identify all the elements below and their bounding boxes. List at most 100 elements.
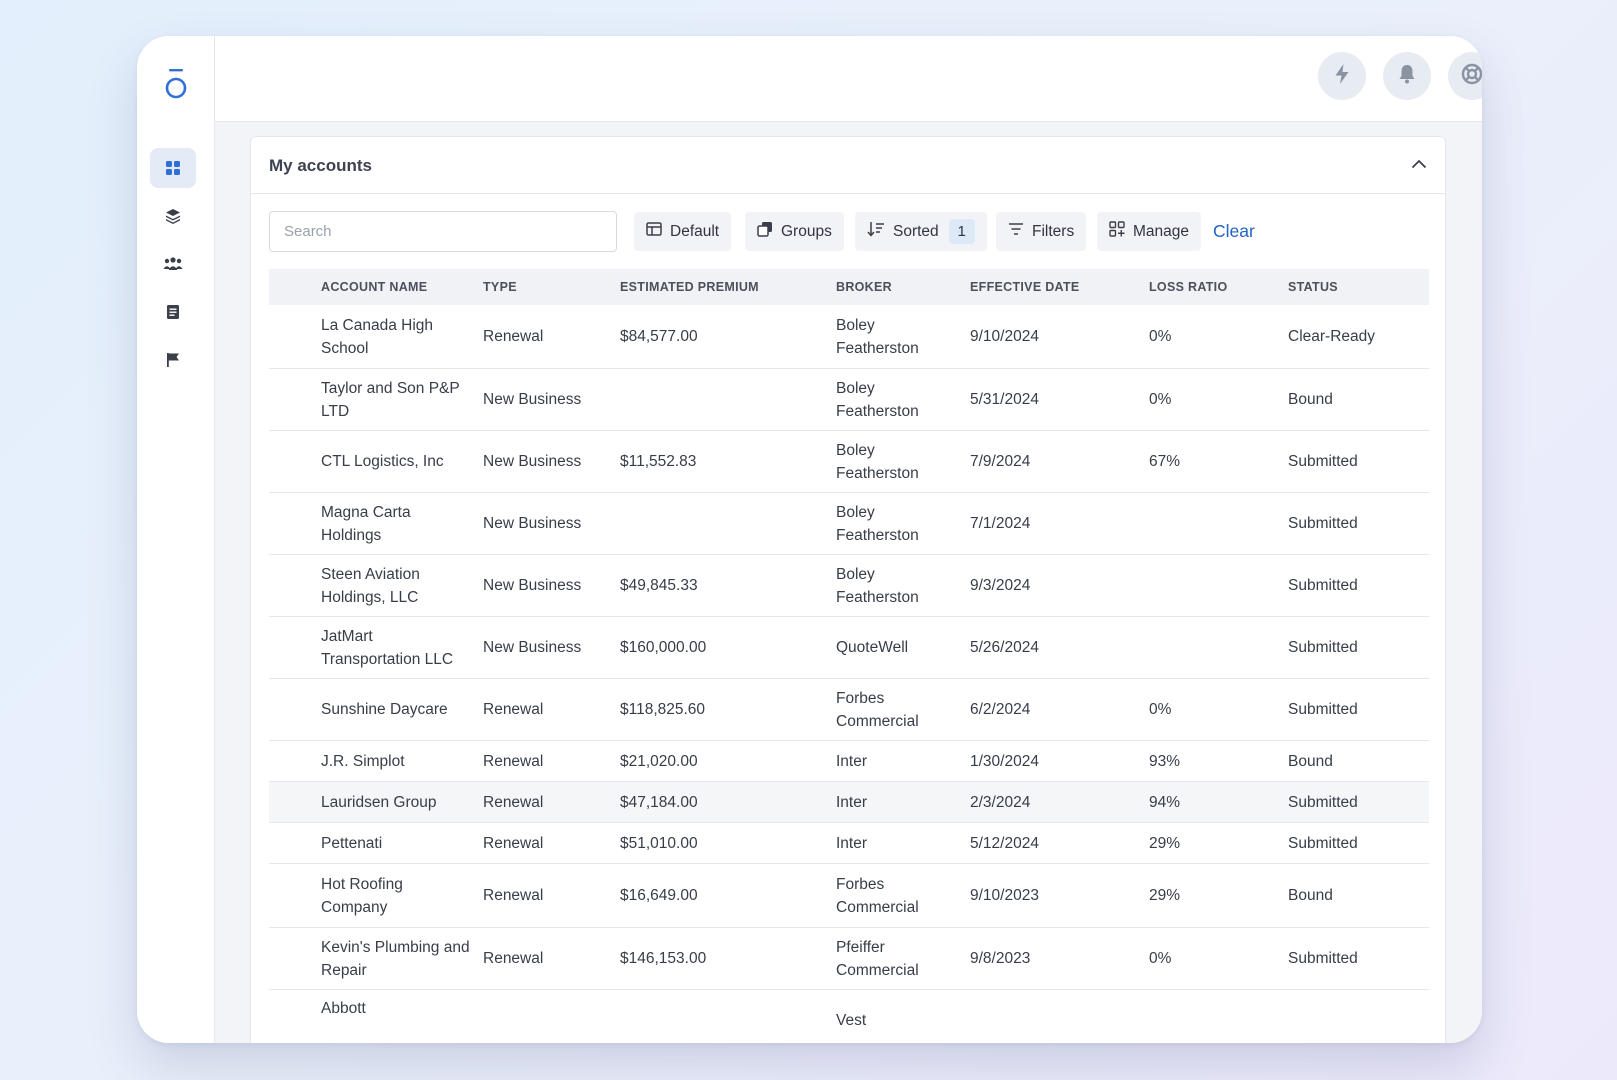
table-row[interactable]: Sunshine Daycare Renewal $118,825.60 For… bbox=[269, 679, 1429, 741]
cell-status: Clear-Ready bbox=[1288, 328, 1376, 345]
cell-loss-ratio: 0% bbox=[1149, 701, 1172, 718]
table-row[interactable]: Kevin's Plumbing and Repair Renewal $146… bbox=[269, 928, 1429, 990]
cell-premium: $49,845.33 bbox=[620, 577, 698, 594]
column-header-type[interactable]: TYPE bbox=[483, 280, 517, 294]
cell-type: Renewal bbox=[483, 887, 544, 904]
table-row[interactable]: Lauridsen Group Renewal $47,184.00 Inter… bbox=[269, 782, 1429, 823]
users-icon bbox=[163, 256, 183, 272]
document-icon bbox=[166, 304, 180, 320]
table-row[interactable]: Hot Roofing Company Renewal $16,649.00 F… bbox=[269, 864, 1429, 928]
cell-broker: Boley Featherston bbox=[836, 316, 919, 357]
sidebar-item-documents[interactable] bbox=[150, 292, 196, 332]
cell-broker: Boley Featherston bbox=[836, 503, 919, 544]
cell-type: Renewal bbox=[483, 793, 544, 811]
cell-broker: Inter bbox=[836, 834, 868, 852]
table-row[interactable]: Abbott Vest bbox=[269, 990, 1429, 1030]
cell-type: Renewal bbox=[483, 950, 544, 967]
cell-account-name: Taylor and Son P&P LTD bbox=[321, 379, 460, 420]
table-row[interactable]: JatMart Transportation LLC New Business … bbox=[269, 617, 1429, 679]
table-row[interactable]: Pettenati Renewal $51,010.00 Inter 5/12/… bbox=[269, 823, 1429, 864]
default-view-button[interactable]: Default bbox=[634, 212, 732, 251]
cell-premium: $21,020.00 bbox=[620, 752, 698, 770]
cell-status: Bound bbox=[1288, 391, 1333, 408]
column-header-broker[interactable]: BROKER bbox=[836, 280, 892, 294]
cell-broker: QuoteWell bbox=[836, 639, 909, 656]
flag-icon bbox=[165, 352, 181, 368]
cell-premium: $84,577.00 bbox=[620, 328, 698, 345]
table-row[interactable]: Taylor and Son P&P LTD New Business Bole… bbox=[269, 369, 1429, 431]
card-header: My accounts bbox=[251, 137, 1445, 194]
table-row[interactable]: CTL Logistics, Inc New Business $11,552.… bbox=[269, 431, 1429, 493]
clear-link[interactable]: Clear bbox=[1213, 221, 1255, 241]
cell-account-name: Kevin's Plumbing and Repair bbox=[321, 938, 470, 979]
cell-type: New Business bbox=[483, 453, 582, 470]
cell-effective-date: 5/31/2024 bbox=[970, 391, 1039, 408]
column-header-account-name[interactable]: ACCOUNT NAME bbox=[321, 280, 428, 294]
cell-loss-ratio bbox=[1149, 493, 1269, 554]
cell-premium: $118,825.60 bbox=[620, 701, 706, 718]
table-toolbar: Default Groups bbox=[269, 211, 1429, 252]
search-input[interactable] bbox=[269, 211, 617, 252]
cell-account-name: CTL Logistics, Inc bbox=[321, 453, 444, 470]
cell-status: Submitted bbox=[1288, 834, 1358, 852]
cell-status: Submitted bbox=[1288, 577, 1358, 594]
cell-broker: Forbes Commercial bbox=[836, 689, 919, 730]
cell-status: Submitted bbox=[1288, 639, 1358, 656]
cell-premium: $16,649.00 bbox=[620, 887, 698, 904]
cell-effective-date: 7/1/2024 bbox=[970, 515, 1031, 532]
cell-broker: Boley Featherston bbox=[836, 441, 919, 482]
cell-loss-ratio: 0% bbox=[1149, 328, 1172, 345]
sidebar-item-flags[interactable] bbox=[150, 340, 196, 380]
groups-button[interactable]: Groups bbox=[745, 212, 844, 251]
cell-effective-date: 7/9/2024 bbox=[970, 453, 1031, 470]
cell-account-name: Magna Carta Holdings bbox=[321, 503, 411, 544]
cell-account-name: Hot Roofing Company bbox=[321, 875, 403, 916]
table-icon bbox=[646, 222, 662, 241]
manage-icon bbox=[1109, 221, 1125, 242]
filters-label: Filters bbox=[1032, 222, 1075, 240]
sorted-button[interactable]: Sorted 1 bbox=[855, 212, 987, 251]
app-logo[interactable] bbox=[161, 68, 191, 102]
cell-status: Submitted bbox=[1288, 515, 1358, 532]
cell-loss-ratio: 29% bbox=[1149, 834, 1181, 852]
cell-loss-ratio: 0% bbox=[1149, 391, 1172, 408]
chevron-up-icon bbox=[1411, 156, 1427, 174]
column-header-status[interactable]: STATUS bbox=[1288, 280, 1338, 294]
cell-loss-ratio: 29% bbox=[1149, 887, 1181, 904]
filters-button[interactable]: Filters bbox=[996, 212, 1087, 251]
sidebar-item-dashboard[interactable] bbox=[150, 148, 196, 188]
cell-effective-date: 5/26/2024 bbox=[970, 639, 1039, 656]
cell-effective-date: 2/3/2024 bbox=[970, 793, 1031, 811]
cell-account-name: Pettenati bbox=[321, 834, 383, 852]
help-button[interactable] bbox=[1448, 52, 1482, 100]
notifications-button[interactable] bbox=[1383, 52, 1431, 100]
table-row[interactable]: Magna Carta Holdings New Business Boley … bbox=[269, 493, 1429, 555]
cell-account-name: La Canada High School bbox=[321, 316, 434, 357]
cell-status: Bound bbox=[1288, 887, 1333, 904]
cell-broker: Forbes Commercial bbox=[836, 875, 919, 916]
column-header-estimated-premium[interactable]: ESTIMATED PREMIUM bbox=[620, 280, 759, 294]
sidebar-item-layers[interactable] bbox=[150, 196, 196, 236]
cell-status: Submitted bbox=[1288, 453, 1358, 470]
table-row[interactable]: La Canada High School Renewal $84,577.00… bbox=[269, 305, 1429, 369]
table-row[interactable]: J.R. Simplot Renewal $21,020.00 Inter 1/… bbox=[269, 741, 1429, 782]
sidebar-item-users[interactable] bbox=[150, 244, 196, 284]
quick-actions-button[interactable] bbox=[1318, 52, 1366, 100]
manage-button[interactable]: Manage bbox=[1097, 212, 1202, 251]
cell-broker: Boley Featherston bbox=[836, 379, 919, 420]
sort-icon bbox=[867, 221, 885, 242]
app-window: KB My accounts bbox=[137, 36, 1482, 1043]
cell-loss-ratio bbox=[1149, 617, 1269, 678]
cell-loss-ratio: 93% bbox=[1149, 752, 1181, 770]
column-header-loss-ratio[interactable]: LOSS RATIO bbox=[1149, 280, 1228, 294]
cell-type: Renewal bbox=[483, 701, 544, 718]
collapse-button[interactable] bbox=[1407, 153, 1431, 177]
cell-type: New Business bbox=[483, 391, 582, 408]
table-row[interactable]: Steen Aviation Holdings, LLC New Busines… bbox=[269, 555, 1429, 617]
column-header-effective-date[interactable]: EFFECTIVE DATE bbox=[970, 280, 1080, 294]
cell-account-name: J.R. Simplot bbox=[321, 752, 405, 770]
top-bar: KB bbox=[215, 36, 1482, 122]
table-header: ACCOUNT NAME TYPE ESTIMATED PREMIUM BROK… bbox=[269, 269, 1429, 305]
cell-premium bbox=[620, 493, 820, 554]
cell-type: Renewal bbox=[483, 752, 544, 770]
